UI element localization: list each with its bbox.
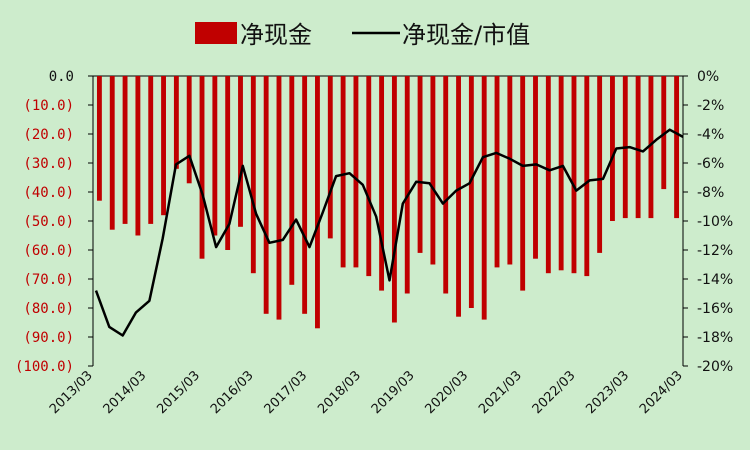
bar: [122, 76, 128, 224]
bar: [289, 76, 295, 285]
bar: [558, 76, 564, 271]
bar: [456, 76, 461, 317]
bar: [533, 76, 538, 259]
x-tick-label: 2021/03: [476, 368, 525, 417]
bar: [507, 76, 513, 265]
bar: [430, 76, 436, 265]
y-left-tick-label: (90.0): [23, 330, 74, 346]
x-tick-label: 2014/03: [101, 368, 150, 417]
y-right-tick-label: -20%: [697, 359, 733, 375]
x-tick-label: 2019/03: [369, 368, 418, 417]
bar: [148, 76, 154, 224]
y-right-tick-label: -18%: [697, 330, 733, 346]
y-right-tick-label: -16%: [697, 301, 733, 317]
bar: [327, 76, 333, 239]
legend-label-bar: 净现金: [240, 21, 312, 49]
bar: [161, 76, 166, 216]
x-tick-label: 2018/03: [315, 368, 364, 417]
plot-area: 0.0 (10.0) (20.0) (30.0) (40.0) (50.0) (60.0) (…: [15, 69, 733, 417]
bar: [263, 76, 269, 314]
bar: [173, 76, 179, 169]
y-left-tick-label: (80.0): [23, 301, 74, 317]
x-tick-label: 2024/03: [637, 368, 686, 417]
y-left-tick-label: (10.0): [23, 98, 74, 114]
y-left-tick-label: (40.0): [23, 185, 74, 201]
legend-label-line: 净现金/市值: [402, 21, 530, 49]
bar: [417, 76, 423, 253]
bar: [315, 76, 320, 329]
series-line: [94, 128, 684, 337]
x-tick-label: 2023/03: [583, 368, 632, 417]
legend-bar-swatch: [195, 22, 237, 44]
y-left-tick-label: (30.0): [23, 156, 74, 172]
bar: [571, 76, 577, 274]
bar: [520, 76, 526, 291]
y-right-tick-label: -14%: [697, 272, 733, 288]
y-right-tick-label: -6%: [697, 156, 724, 172]
y-right-tick-label: -10%: [697, 214, 733, 230]
y-left-tick-label: (50.0): [23, 214, 74, 230]
bar: [340, 76, 346, 268]
bar: [302, 76, 308, 314]
bar: [212, 76, 218, 236]
x-tick-label: 2015/03: [154, 368, 203, 417]
y-left-tick-label: 0.0: [49, 69, 74, 85]
bar: [379, 76, 385, 291]
y-left-tick-label: (60.0): [23, 243, 74, 259]
bar: [96, 76, 102, 201]
y-right-tick-label: -2%: [697, 98, 724, 114]
bar: [661, 76, 667, 190]
bar: [494, 76, 500, 268]
bar: [610, 76, 615, 221]
x-tick-label: 2020/03: [422, 368, 471, 417]
y-left-tick-label: (20.0): [23, 127, 74, 143]
bar: [597, 76, 603, 253]
bar: [238, 76, 243, 227]
bar: [404, 76, 410, 294]
bar: [250, 76, 256, 274]
bar: [545, 76, 551, 274]
y-left-tick-label: (70.0): [23, 272, 74, 288]
y-right-tick-label: -8%: [697, 185, 724, 201]
y-right-tick-label: -4%: [697, 127, 724, 143]
y-left-tick-label: (100.0): [15, 359, 74, 375]
bar: [276, 76, 282, 320]
bar: [186, 76, 192, 184]
bar: [199, 76, 205, 259]
x-tick-label: 2013/03: [47, 368, 96, 417]
bar: [674, 76, 680, 219]
bar: [648, 76, 654, 219]
bar: [109, 76, 115, 230]
x-tick-label: 2017/03: [262, 368, 311, 417]
bar: [135, 76, 141, 236]
bar: [635, 76, 641, 219]
y-right-tick-label: -12%: [697, 243, 733, 259]
bar: [225, 76, 231, 250]
bar: [468, 76, 474, 308]
x-tick-label: 2016/03: [208, 368, 257, 417]
bar: [366, 76, 372, 277]
legend: 净现金 净现金/市值: [195, 21, 530, 49]
bar: [443, 76, 449, 294]
x-tick-label: 2022/03: [530, 368, 579, 417]
bar: [584, 76, 590, 277]
y-right-tick-label: 0%: [697, 69, 719, 85]
bar: [353, 76, 359, 268]
bar: [481, 76, 487, 320]
bar: [391, 76, 397, 323]
